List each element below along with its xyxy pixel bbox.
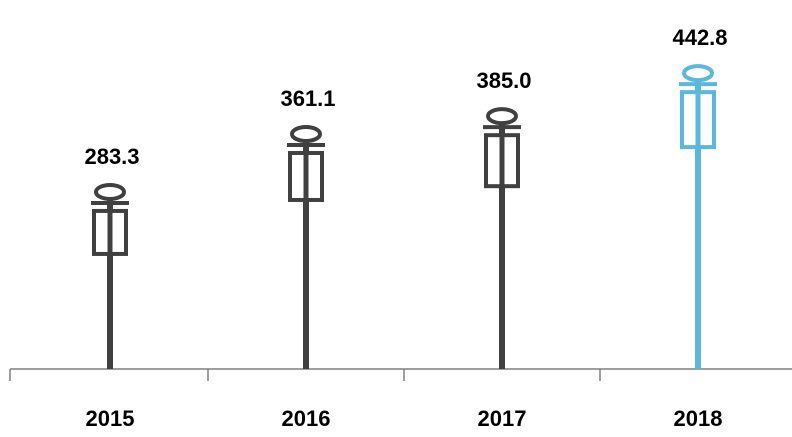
x-tick-label: 2016 — [282, 406, 331, 431]
labels: 283.3 2015 361.1 2016 385.0 2017 442.8 2018 — [84, 25, 727, 431]
syringe-bar-2018 — [679, 64, 717, 369]
data-label: 442.8 — [672, 25, 727, 50]
bar-cap — [682, 64, 714, 83]
data-label: 385.0 — [476, 68, 531, 93]
syringe-bar-2015 — [91, 182, 129, 369]
x-axis — [9, 368, 792, 381]
data-label: 283.3 — [84, 144, 139, 169]
syringe-bar-2017 — [483, 107, 521, 369]
x-tick-label: 2015 — [86, 406, 135, 431]
bar-cap — [94, 182, 126, 201]
bars — [91, 64, 717, 369]
syringe-bar-2016 — [287, 124, 325, 369]
bar-cap — [290, 124, 322, 143]
x-tick-label: 2018 — [674, 406, 723, 431]
x-tick-label: 2017 — [478, 406, 527, 431]
bar-cap — [486, 107, 518, 126]
data-label: 361.1 — [280, 86, 335, 111]
